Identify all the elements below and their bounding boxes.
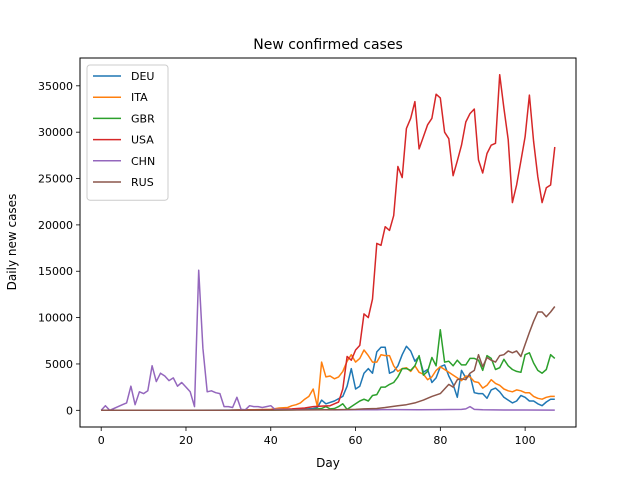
y-tick-label: 10000 bbox=[38, 312, 73, 325]
x-axis-label: Day bbox=[316, 456, 340, 470]
x-axis-ticks: 0 20 40 60 80 100 bbox=[98, 427, 536, 447]
series-line-chn bbox=[100, 269, 555, 412]
y-tick-label: 0 bbox=[66, 404, 73, 417]
y-tick-label: 20000 bbox=[38, 219, 73, 232]
series-line-usa bbox=[101, 73, 556, 412]
y-axis-label: Daily new cases bbox=[5, 194, 19, 291]
legend-label-gbr: GBR bbox=[131, 112, 155, 125]
y-tick-label: 25000 bbox=[38, 173, 73, 186]
chart-title: New confirmed cases bbox=[253, 37, 403, 53]
x-tick-label: 100 bbox=[515, 434, 536, 447]
series-line-gbr bbox=[101, 328, 556, 412]
legend-label-chn: CHN bbox=[131, 155, 155, 168]
x-tick-label: 60 bbox=[349, 434, 363, 447]
y-tick-label: 35000 bbox=[38, 80, 73, 93]
legend-box bbox=[86, 64, 169, 201]
plot-frame bbox=[79, 57, 577, 428]
y-tick-label: 15000 bbox=[38, 265, 73, 278]
x-tick-label: 80 bbox=[433, 434, 447, 447]
legend-label-ita: ITA bbox=[131, 91, 148, 104]
y-tick-label: 5000 bbox=[45, 358, 73, 371]
legend-label-deu: DEU bbox=[131, 70, 154, 83]
x-tick-label: 40 bbox=[264, 434, 278, 447]
y-axis-ticks: 0 5000 10000 15000 20000 25000 30000 35000 bbox=[38, 80, 80, 417]
series-line-rus bbox=[101, 306, 556, 412]
legend: DEU ITA GBR USA CHN RUS bbox=[86, 64, 169, 201]
series-lines bbox=[100, 73, 556, 412]
y-tick-label: 30000 bbox=[38, 126, 73, 139]
x-tick-label: 0 bbox=[98, 434, 105, 447]
legend-label-usa: USA bbox=[131, 134, 154, 147]
series-line-ita bbox=[101, 349, 555, 412]
x-tick-label: 20 bbox=[179, 434, 193, 447]
legend-label-rus: RUS bbox=[131, 176, 154, 189]
